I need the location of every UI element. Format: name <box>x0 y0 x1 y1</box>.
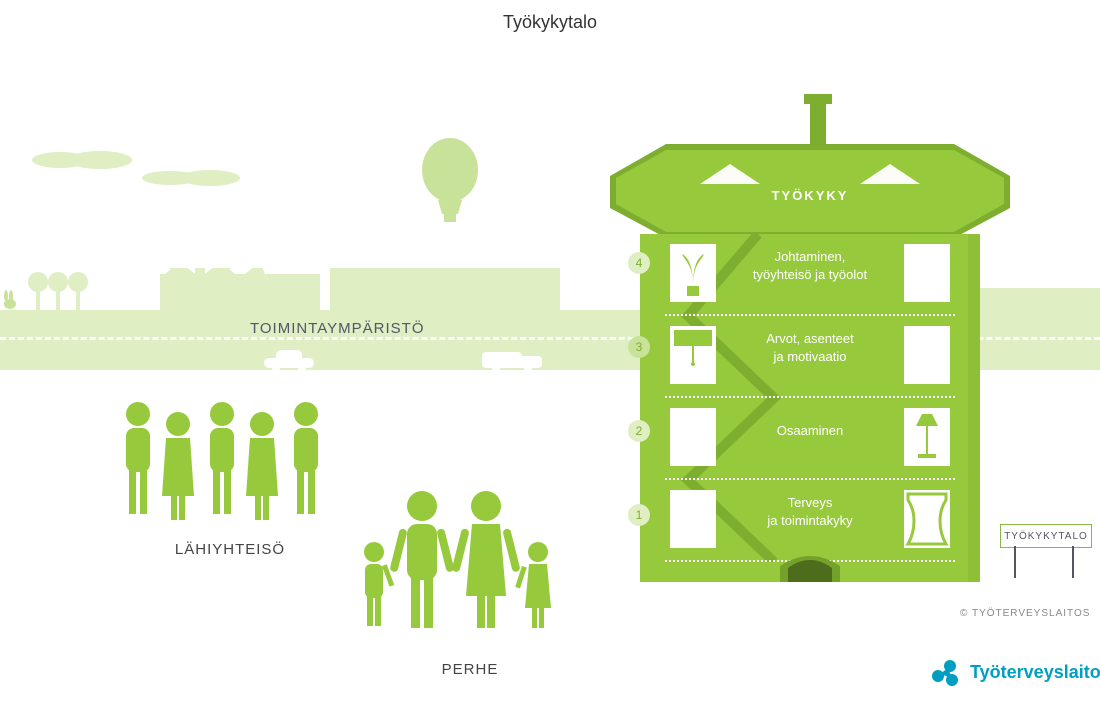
sign-label: TYÖKYKYTALO <box>1004 531 1088 542</box>
blind-icon <box>670 326 716 384</box>
brand-name: Työterveyslaitos <box>970 662 1100 683</box>
page-title: Työkykytalo <box>0 12 1100 33</box>
chimney-cap <box>804 94 832 104</box>
window <box>670 490 716 548</box>
window <box>904 326 950 384</box>
copyright: © TYÖTERVEYSLAITOS <box>960 608 1090 619</box>
floor-number-2: 2 <box>628 420 650 442</box>
family-icon <box>360 490 580 650</box>
curtain-icon <box>904 490 950 548</box>
environment-label: TOIMINTAYMPÄRISTÖ <box>250 320 425 337</box>
brand-icon <box>930 656 964 688</box>
window <box>670 408 716 466</box>
car-icon <box>260 350 320 374</box>
people-icon <box>120 400 340 530</box>
floor-number-4: 4 <box>628 252 650 274</box>
window <box>904 490 950 548</box>
window <box>904 244 950 302</box>
door-icon <box>780 552 840 582</box>
floor-number-3: 3 <box>628 336 650 358</box>
lamp-icon <box>904 408 950 466</box>
plant-icon <box>670 244 716 302</box>
community-group: LÄHIYHTEISÖ <box>120 400 340 558</box>
van-icon <box>480 350 546 374</box>
brand: Työterveyslaitos <box>930 656 1100 688</box>
house-body: Johtaminen, työyhteisö ja työolot Arvot,… <box>640 234 980 582</box>
window <box>670 244 716 302</box>
window <box>670 326 716 384</box>
roof-label: TYÖKYKY <box>640 188 980 203</box>
community-label: LÄHIYHTEISÖ <box>120 541 340 558</box>
family-label: PERHE <box>360 661 580 678</box>
window <box>904 408 950 466</box>
floor-number-1: 1 <box>628 504 650 526</box>
chimney <box>810 102 826 144</box>
family-group: PERHE <box>360 490 580 678</box>
house: TYÖKYKY Johtaminen, työyhteisö ja työolo… <box>640 144 980 582</box>
